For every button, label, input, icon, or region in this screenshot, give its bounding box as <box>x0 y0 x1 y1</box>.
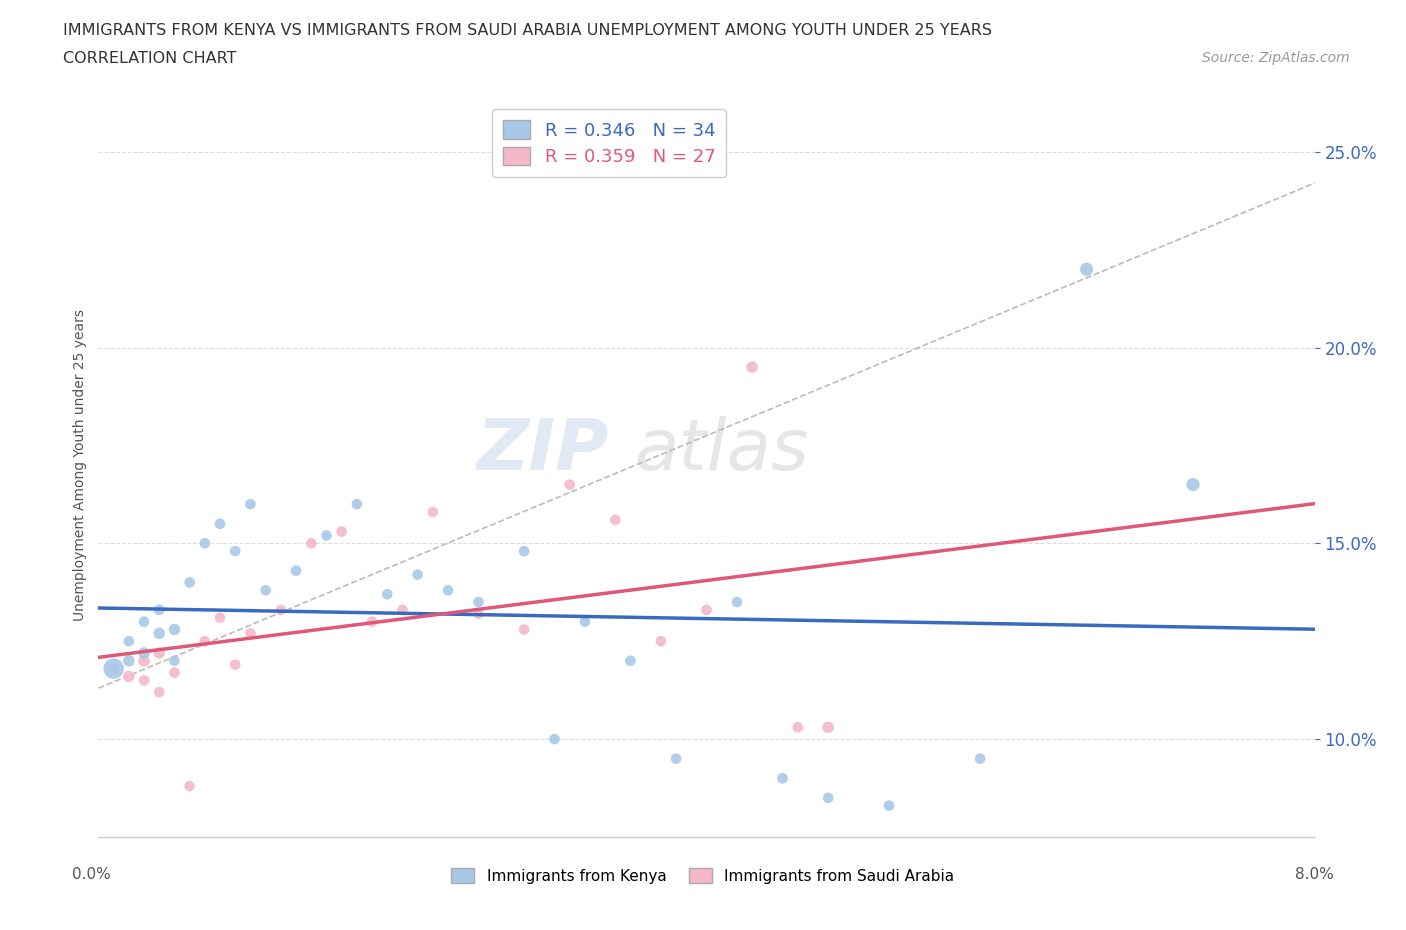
Text: ZIP: ZIP <box>477 416 609 485</box>
Point <box>361 614 384 629</box>
Point <box>315 528 337 543</box>
Point <box>330 525 353 539</box>
Point <box>194 536 217 551</box>
Text: CORRELATION CHART: CORRELATION CHART <box>63 51 236 66</box>
Point <box>513 544 536 559</box>
Text: 0.0%: 0.0% <box>72 867 111 882</box>
Point <box>605 512 627 527</box>
Point <box>1181 477 1204 492</box>
Point <box>786 720 808 735</box>
Point <box>148 645 170 660</box>
Point <box>132 614 155 629</box>
Point <box>817 790 839 805</box>
Text: atlas: atlas <box>634 416 808 485</box>
Point <box>270 603 292 618</box>
Point <box>224 544 246 559</box>
Point <box>817 720 839 735</box>
Y-axis label: Unemployment Among Youth under 25 years: Unemployment Among Youth under 25 years <box>73 309 87 621</box>
Point <box>148 684 170 699</box>
Point <box>375 587 398 602</box>
Point <box>574 614 596 629</box>
Text: IMMIGRANTS FROM KENYA VS IMMIGRANTS FROM SAUDI ARABIA UNEMPLOYMENT AMONG YOUTH U: IMMIGRANTS FROM KENYA VS IMMIGRANTS FROM… <box>63 23 993 38</box>
Point <box>650 633 672 648</box>
Point <box>148 603 170 618</box>
Point <box>118 669 141 684</box>
Point <box>391 603 413 618</box>
Point <box>346 497 368 512</box>
Legend: R = 0.346   N = 34, R = 0.359   N = 27: R = 0.346 N = 34, R = 0.359 N = 27 <box>492 110 725 177</box>
Point <box>741 360 763 375</box>
Point <box>118 633 141 648</box>
Point <box>254 583 277 598</box>
Point <box>224 658 246 672</box>
Text: Source: ZipAtlas.com: Source: ZipAtlas.com <box>1202 51 1350 65</box>
Point <box>725 594 748 609</box>
Point <box>558 477 581 492</box>
Point <box>194 633 217 648</box>
Point <box>132 654 155 669</box>
Point <box>299 536 322 551</box>
Point <box>513 622 536 637</box>
Point <box>285 564 308 578</box>
Text: 8.0%: 8.0% <box>1295 867 1334 882</box>
Point <box>877 798 900 813</box>
Point <box>148 626 170 641</box>
Point <box>132 645 155 660</box>
Point <box>179 778 201 793</box>
Legend: Immigrants from Kenya, Immigrants from Saudi Arabia: Immigrants from Kenya, Immigrants from S… <box>446 861 960 890</box>
Point <box>209 516 232 531</box>
Point <box>239 626 262 641</box>
Point <box>118 654 141 669</box>
Point <box>467 606 489 621</box>
Point <box>103 661 125 676</box>
Point <box>437 583 460 598</box>
Point <box>103 661 125 676</box>
Point <box>239 497 262 512</box>
Point <box>179 575 201 590</box>
Point <box>467 594 489 609</box>
Point <box>163 622 186 637</box>
Point <box>422 505 444 520</box>
Point <box>772 771 794 786</box>
Point <box>1076 261 1098 276</box>
Point <box>163 665 186 680</box>
Point <box>209 610 232 625</box>
Point <box>406 567 429 582</box>
Point <box>696 603 718 618</box>
Point <box>132 673 155 688</box>
Point <box>543 732 565 747</box>
Point <box>163 654 186 669</box>
Point <box>619 654 641 669</box>
Point <box>665 751 688 766</box>
Point <box>969 751 991 766</box>
